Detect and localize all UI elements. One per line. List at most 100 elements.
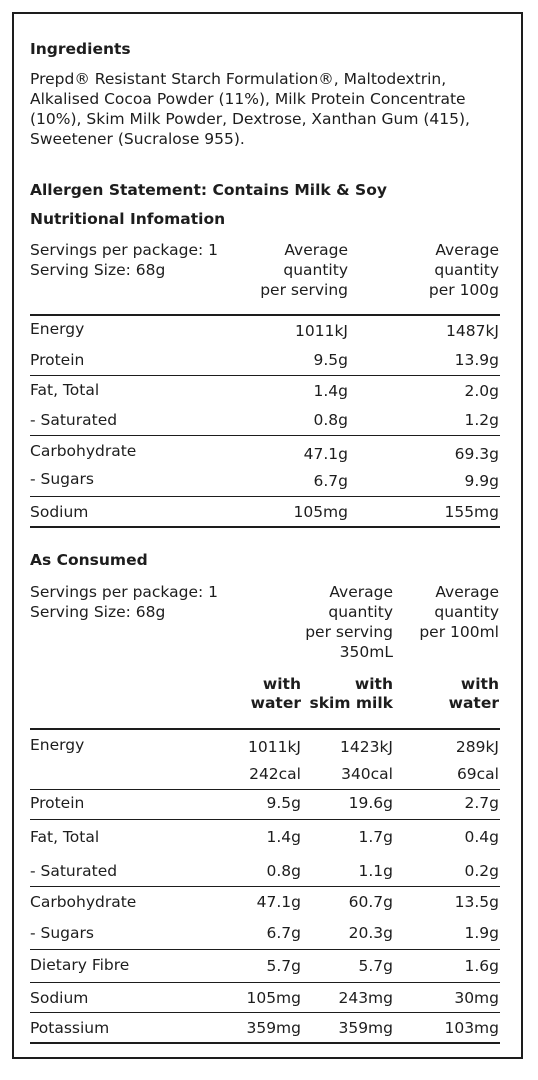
divider <box>30 314 500 316</box>
consumed-row-value: 1.4g <box>266 828 302 846</box>
nutrition-col2-header-line: Average <box>435 241 499 259</box>
nutrition-row-value: 1.2g <box>464 411 500 429</box>
nutrition-row-value: 69.3g <box>454 445 499 463</box>
nutrition-row-value: 1011kJ <box>295 322 348 340</box>
consumed-row-label: - Sugars <box>30 924 94 942</box>
consumed-100ml-header-line: Average <box>435 583 499 601</box>
nutrition-row-value: 1.4g <box>313 382 349 400</box>
col-skim-milk-header: skim milk <box>309 694 393 712</box>
consumed-row-value: 1.6g <box>464 957 500 975</box>
nutrition-panel <box>12 12 523 1059</box>
consumed-row-value: 1.9g <box>464 924 500 942</box>
ingredients-text: Prepd® Resistant Starch Formulation®, Ma… <box>30 70 470 148</box>
divider <box>30 526 500 528</box>
divider <box>30 1042 500 1044</box>
nutrition-row-value: 9.5g <box>313 351 349 369</box>
col-skim-milk-header: with <box>354 675 393 693</box>
nutrition-serving-size: Serving Size: 68g <box>30 261 166 279</box>
consumed-serving-size: Serving Size: 68g <box>30 603 166 621</box>
consumed-100ml-header-line: per 100ml <box>419 623 499 641</box>
nutrition-row-value: 0.8g <box>313 411 349 429</box>
nutrition-servings-per-package: Servings per package: 1 <box>30 241 219 259</box>
consumed-heading: As Consumed <box>30 551 148 569</box>
consumed-row-value: 0.8g <box>266 862 302 880</box>
nutrition-row-value: 13.9g <box>454 351 499 369</box>
consumed-serving-header-line: Average <box>329 583 393 601</box>
consumed-row-value: 13.5g <box>454 893 499 911</box>
consumed-row-value: 5.7g <box>266 957 302 975</box>
consumed-row-value: 5.7g <box>358 957 394 975</box>
consumed-row-label: Carbohydrate <box>30 893 137 911</box>
consumed-serving-header-line: per serving <box>305 623 393 641</box>
consumed-row-value: 6.7g <box>266 924 302 942</box>
consumed-row-value: 243mg <box>338 989 393 1007</box>
consumed-row-value: 359mg <box>338 1019 393 1037</box>
divider <box>30 789 500 790</box>
nutrition-row-label: - Saturated <box>30 411 118 429</box>
nutrition-col1-header-line: Average <box>284 241 348 259</box>
nutrition-col2-header-line: quantity <box>434 261 499 279</box>
consumed-serving-header-line: 350mL <box>339 643 393 661</box>
divider <box>30 982 500 983</box>
divider <box>30 435 500 436</box>
consumed-row-value: 20.3g <box>348 924 393 942</box>
consumed-row-value: 2.7g <box>464 794 500 812</box>
nutrition-col1-header-line: per serving <box>260 281 348 299</box>
consumed-row-value: 69cal <box>456 765 499 783</box>
consumed-row-value: 359mg <box>246 1019 301 1037</box>
consumed-row-value: 105mg <box>246 989 301 1007</box>
col-water-100ml-header: with <box>460 675 499 693</box>
nutrition-row-value: 9.9g <box>464 472 500 490</box>
divider <box>30 375 500 376</box>
nutrition-row-label: Carbohydrate <box>30 442 137 460</box>
nutrition-row-value: 47.1g <box>303 445 348 463</box>
nutrition-col2-header-line: per 100g <box>428 281 499 299</box>
consumed-100ml-header-line: quantity <box>434 603 499 621</box>
consumed-row-label: Energy <box>30 736 85 754</box>
consumed-row-label: Protein <box>30 794 85 812</box>
nutrition-col1-header-line: quantity <box>283 261 348 279</box>
nutrition-row-value: 105mg <box>293 503 348 521</box>
consumed-serving-header-line: quantity <box>328 603 393 621</box>
consumed-row-label: Sodium <box>30 989 89 1007</box>
consumed-row-value: 103mg <box>444 1019 499 1037</box>
consumed-row-value: 1011kJ <box>248 738 301 756</box>
consumed-row-value: 30mg <box>454 989 499 1007</box>
divider <box>30 949 500 950</box>
divider <box>30 886 500 887</box>
consumed-row-value: 242cal <box>249 765 301 783</box>
divider <box>30 819 500 820</box>
nutrition-row-value: 1487kJ <box>446 322 499 340</box>
consumed-row-value: 9.5g <box>266 794 302 812</box>
nutrition-row-label: Fat, Total <box>30 381 100 399</box>
nutrition-row-value: 2.0g <box>464 382 500 400</box>
allergen-statement: Allergen Statement: Contains Milk & Soy <box>30 181 387 199</box>
nutrition-row-label: Protein <box>30 351 85 369</box>
consumed-row-value: 340cal <box>341 765 393 783</box>
consumed-row-value: 0.2g <box>464 862 500 880</box>
consumed-row-label: - Saturated <box>30 862 118 880</box>
col-water-100ml-header: water <box>448 694 499 712</box>
divider <box>30 1012 500 1013</box>
consumed-row-label: Potassium <box>30 1019 110 1037</box>
consumed-row-value: 47.1g <box>256 893 301 911</box>
nutrition-row-label: Sodium <box>30 503 89 521</box>
consumed-row-value: 60.7g <box>348 893 393 911</box>
consumed-row-value: 1.1g <box>358 862 394 880</box>
consumed-row-value: 0.4g <box>464 828 500 846</box>
consumed-row-value: 1.7g <box>358 828 394 846</box>
nutrition-row-label: Energy <box>30 320 85 338</box>
consumed-row-label: Dietary Fibre <box>30 956 130 974</box>
divider <box>30 496 500 497</box>
col-water-header: with <box>262 675 301 693</box>
col-water-header: water <box>250 694 301 712</box>
divider <box>30 728 500 730</box>
consumed-row-value: 19.6g <box>348 794 393 812</box>
nutrition-row-value: 155mg <box>444 503 499 521</box>
nutrition-row-label: - Sugars <box>30 470 94 488</box>
consumed-row-value: 1423kJ <box>340 738 393 756</box>
ingredients-heading: Ingredients <box>30 40 131 58</box>
consumed-row-label: Fat, Total <box>30 828 100 846</box>
nutrition-heading: Nutritional Infomation <box>30 210 226 228</box>
nutrition-row-value: 6.7g <box>313 472 349 490</box>
